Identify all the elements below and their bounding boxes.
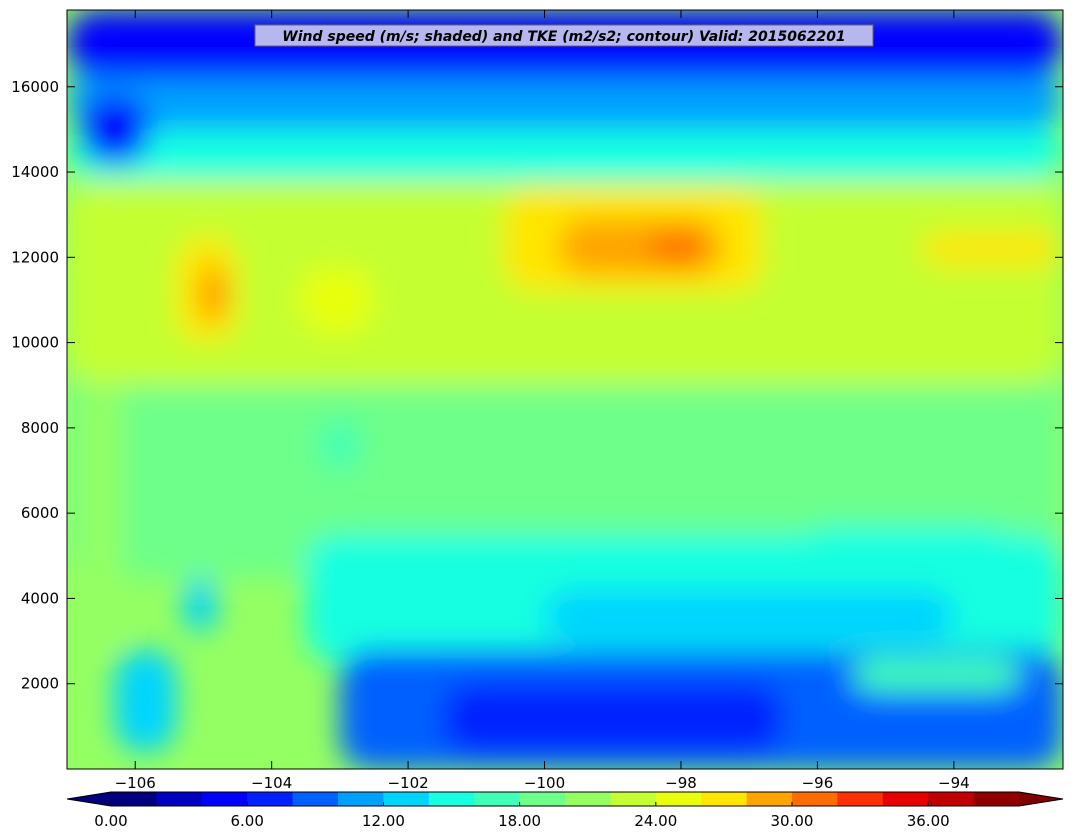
colorbar (66, 791, 1064, 807)
colorbar-tick-label: 24.00 (634, 812, 677, 830)
y-tick-label: 16000 (11, 78, 59, 96)
colorbar-bin (746, 792, 793, 806)
field-region-17 (298, 265, 374, 335)
x-tick-label: −94 (938, 774, 970, 792)
plot-frame (66, 9, 1064, 770)
x-axis: −106 −104 −102 −100 −98 −96 −94 (115, 10, 970, 792)
colorbar-bin (474, 792, 521, 806)
colorbar-bin (565, 792, 611, 806)
colorbar-bin (201, 792, 248, 806)
y-tick-label: 6000 (21, 504, 59, 522)
field-region-2 (544, 589, 954, 642)
field-region-16 (203, 265, 224, 322)
colorbar-bin (701, 792, 748, 806)
colorbar-bin (519, 792, 566, 806)
colorbar-bin (156, 792, 203, 806)
wind-speed-field (67, 10, 1063, 769)
field-region-4 (442, 683, 784, 752)
colorbar-bin (292, 792, 339, 806)
y-tick-label: 4000 (21, 589, 59, 607)
field-region-19 (80, 385, 122, 642)
colorbar-bin (428, 792, 475, 806)
colorbar-bin (610, 792, 657, 806)
colorbar-tick-label: 36.00 (907, 812, 950, 830)
colorbar-tick-label: 0.00 (94, 812, 127, 830)
colorbar-tick-label: 18.00 (498, 812, 541, 830)
field-region-11 (476, 299, 886, 364)
field-region-22 (803, 525, 1009, 556)
field-region-0 (67, 363, 1063, 578)
x-tick-label: −98 (665, 774, 697, 792)
field-region-7 (67, 69, 1063, 130)
x-tick-label: −106 (115, 774, 156, 792)
field-region-21 (319, 419, 361, 471)
colorbar-bin (792, 792, 838, 806)
colorbar-tick-label: 12.00 (362, 812, 405, 830)
y-tick-label: 8000 (21, 419, 59, 437)
colorbar-bin (383, 792, 430, 806)
y-tick-label: 12000 (11, 248, 59, 266)
colorbar-tick-label: 30.00 (771, 812, 814, 830)
x-tick-label: −100 (524, 774, 565, 792)
y-tick-label: 14000 (11, 163, 59, 181)
x-tick-label: −102 (387, 774, 428, 792)
y-tick-label: 10000 (11, 334, 59, 352)
y-axis: 2000 4000 6000 8000 10000 12000 14000 16000 (11, 78, 1063, 693)
colorbar-tick-label: 6.00 (230, 812, 263, 830)
colorbar-under-arrow (67, 792, 111, 806)
colorbar-bin (247, 792, 294, 806)
colorbar-bin (928, 792, 975, 806)
field-region-20 (182, 577, 218, 633)
colorbar-bin (111, 792, 157, 806)
colorbar-bin (338, 792, 384, 806)
field-region-14 (646, 231, 709, 262)
field-region-5 (851, 658, 1023, 693)
x-tick-label: −96 (802, 774, 834, 792)
y-tick-label: 2000 (21, 675, 59, 693)
field-region-6 (67, 120, 1063, 181)
colorbar-bin (973, 792, 1020, 806)
chart-title: Wind speed (m/s; shaded) and TKE (m2/s2;… (282, 29, 845, 45)
colorbar-bin (655, 792, 702, 806)
field-region-23 (114, 649, 177, 752)
field-region-9 (80, 95, 149, 164)
colorbar-bin (837, 792, 884, 806)
colorbar-ticks: 0.00 6.00 12.00 18.00 24.00 30.00 36.00 (94, 802, 950, 830)
colorbar-over-arrow (1019, 792, 1063, 806)
chart-title-box: Wind speed (m/s; shaded) and TKE (m2/s2;… (254, 24, 874, 47)
field-region-18 (919, 231, 1063, 266)
colorbar-bin (882, 792, 929, 806)
x-tick-label: −104 (251, 774, 292, 792)
plot-area (67, 10, 1063, 769)
